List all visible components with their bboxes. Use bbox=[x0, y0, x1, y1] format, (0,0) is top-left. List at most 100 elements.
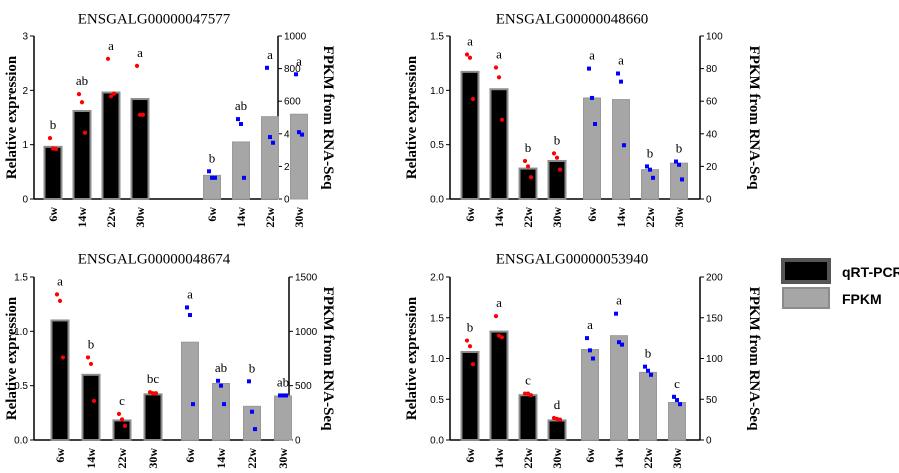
fpkm-point bbox=[281, 393, 285, 398]
qpcr-sig-letter: a bbox=[137, 45, 143, 60]
x-tick-label-qpcr: 14w bbox=[84, 448, 98, 469]
fpkm-sig-letter: a bbox=[587, 317, 593, 332]
fpkm-bar-22w bbox=[243, 405, 261, 441]
fpkm-point bbox=[678, 402, 682, 407]
qpcr-point bbox=[105, 56, 111, 61]
fpkm-sig-letter: ab bbox=[277, 374, 289, 389]
y2-tick-label: 100 bbox=[706, 32, 723, 43]
fpkm-point bbox=[620, 342, 624, 347]
chart-title: ENSGALG00000048660 bbox=[496, 12, 649, 28]
fpkm-point bbox=[593, 122, 597, 127]
y-tick-label: 1.5 bbox=[430, 313, 444, 324]
x-tick-label-qpcr: 6w bbox=[463, 207, 477, 222]
fpkm-point bbox=[213, 175, 217, 180]
y-tick-label: 0.5 bbox=[430, 140, 444, 151]
x-tick-label-fpkm: 22w bbox=[245, 448, 259, 469]
qpcr-sig-letter: a bbox=[496, 295, 502, 310]
qpcr-sig-letter: c bbox=[525, 373, 531, 388]
qpcr-point bbox=[57, 298, 63, 304]
qpcr-sig-letter: b bbox=[525, 140, 532, 155]
legend: qRT-PCR FPKM bbox=[781, 258, 899, 309]
chart-title: ENSGALG00000048674 bbox=[78, 252, 231, 268]
x-tick-label-fpkm: 30w bbox=[292, 207, 306, 228]
fpkm-point bbox=[622, 143, 626, 148]
chart-title: ENSGALG00000047577 bbox=[78, 12, 231, 28]
fpkm-point bbox=[587, 66, 591, 71]
x-tick-label-qpcr: 14w bbox=[75, 207, 89, 228]
legend-swatch-qrt-pcr bbox=[781, 258, 831, 284]
fpkm-bar-30w bbox=[668, 402, 686, 441]
fpkm-point bbox=[643, 364, 647, 369]
x-tick-label-fpkm: 30w bbox=[276, 448, 290, 469]
y-axis-label: Relative expression bbox=[4, 296, 20, 420]
qpcr-point bbox=[134, 63, 140, 68]
fpkm-bar-14w bbox=[232, 141, 250, 200]
fpkm-point bbox=[651, 175, 655, 180]
fpkm-point bbox=[268, 135, 272, 140]
fpkm-sig-letter: b bbox=[647, 145, 654, 160]
qpcr-point bbox=[88, 361, 94, 367]
qpcr-point bbox=[47, 136, 53, 141]
fpkm-point bbox=[300, 132, 304, 137]
fpkm-bar-30w bbox=[290, 113, 308, 200]
y2-tick-label: 1000 bbox=[295, 327, 318, 338]
chart-panel-2: ENSGALG00000048660 0.0 0.5 1.0 1.5 0 20 40 60 80 1… bbox=[404, 12, 762, 228]
y-tick-label: 0.0 bbox=[430, 436, 444, 447]
x-tick-label-fpkm: 14w bbox=[614, 207, 628, 228]
chart-panel-1: ENSGALG00000047577012302004006008001000R… bbox=[4, 12, 336, 228]
x-tick-label-fpkm: 22w bbox=[641, 448, 655, 469]
fpkm-bar-22w bbox=[639, 371, 657, 441]
qpcr-bar-14w bbox=[489, 330, 509, 442]
fpkm-bar-6w bbox=[581, 349, 599, 441]
y2-tick-label: 800 bbox=[284, 64, 301, 75]
qpcr-point bbox=[82, 130, 88, 135]
y-tick-label: 1.0 bbox=[430, 86, 444, 97]
fpkm-sig-letter: b bbox=[645, 346, 652, 361]
qpcr-point bbox=[137, 112, 143, 117]
qpcr-bar-30w bbox=[547, 159, 567, 200]
fpkm-sig-letter: b bbox=[209, 150, 216, 165]
qpcr-bar-6w bbox=[43, 145, 63, 200]
y2-tick-label: 500 bbox=[295, 381, 312, 392]
x-tick-label-qpcr: 6w bbox=[463, 448, 477, 463]
x-tick-label-qpcr: 6w bbox=[46, 207, 60, 222]
legend-label-qrt-pcr: qRT-PCR bbox=[842, 264, 899, 280]
qpcr-point bbox=[522, 158, 528, 164]
chart-panels: ENSGALG00000047577012302004006008001000R… bbox=[4, 12, 762, 469]
fpkm-point bbox=[591, 356, 595, 361]
y2-tick-label: 40 bbox=[706, 129, 718, 140]
fpkm-bar-14w bbox=[212, 382, 230, 441]
chart-panel-4: ENSGALG00000053940 0.0 0.5 1.0 1.5 2.0 0 50 100 1… bbox=[404, 252, 762, 469]
y2-tick-label: 60 bbox=[706, 97, 718, 108]
qpcr-sig-letter: bc bbox=[147, 371, 160, 386]
fpkm-point bbox=[675, 398, 679, 403]
y2-tick-label: 50 bbox=[706, 395, 718, 406]
qpcr-point bbox=[116, 411, 122, 417]
fpkm-sig-letter: ab bbox=[235, 98, 247, 113]
fpkm-point bbox=[674, 159, 678, 164]
fpkm-sig-letter: a bbox=[589, 48, 595, 63]
qpcr-sig-letter: a bbox=[467, 33, 473, 48]
qpcr-point bbox=[499, 117, 505, 122]
fpkm-point bbox=[284, 393, 288, 398]
x-tick-label-qpcr: 30w bbox=[146, 448, 160, 469]
fpkm-sig-letter: ab bbox=[215, 360, 227, 375]
fpkm-point bbox=[219, 383, 223, 388]
y-tick-label: 2 bbox=[22, 86, 28, 97]
x-tick-label-fpkm: 22w bbox=[263, 207, 277, 228]
qpcr-point bbox=[60, 355, 66, 360]
x-tick-label-qpcr: 14w bbox=[492, 448, 506, 469]
y2-axis-label: FPKM from RNA-Seq bbox=[746, 287, 762, 432]
y-tick-label: 1.5 bbox=[14, 273, 28, 284]
x-tick-label-qpcr: 14w bbox=[492, 207, 506, 228]
qpcr-bar-14w bbox=[81, 373, 101, 441]
qpcr-bar-30w bbox=[143, 393, 163, 441]
y2-tick-label: 0 bbox=[706, 195, 712, 206]
fpkm-point bbox=[645, 164, 649, 169]
qpcr-bar-22w bbox=[112, 419, 132, 442]
x-tick-label-qpcr: 22w bbox=[521, 207, 535, 228]
fpkm-point bbox=[222, 402, 226, 407]
y2-axis-label: FPKM from RNA-Seq bbox=[320, 287, 336, 432]
fpkm-point bbox=[672, 394, 676, 399]
